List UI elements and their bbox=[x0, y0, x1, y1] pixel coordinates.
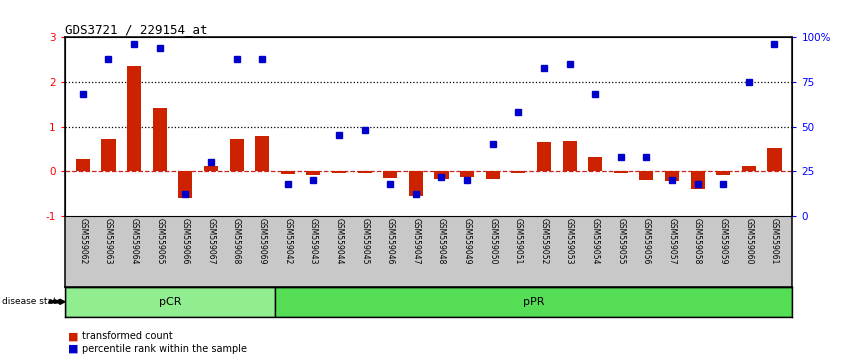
Bar bbox=[101, 139, 115, 171]
Text: GSM559060: GSM559060 bbox=[745, 218, 753, 264]
Bar bbox=[639, 171, 654, 180]
Text: GSM559045: GSM559045 bbox=[360, 218, 369, 264]
Text: GSM559062: GSM559062 bbox=[79, 218, 87, 264]
Bar bbox=[178, 171, 192, 198]
Bar bbox=[127, 66, 141, 171]
Text: GSM559063: GSM559063 bbox=[104, 218, 113, 264]
Text: ■: ■ bbox=[68, 331, 78, 341]
Bar bbox=[229, 139, 243, 171]
Bar bbox=[76, 159, 90, 171]
Text: GSM559044: GSM559044 bbox=[334, 218, 344, 264]
Text: percentile rank within the sample: percentile rank within the sample bbox=[82, 344, 248, 354]
Text: pCR: pCR bbox=[158, 297, 181, 307]
Text: GSM559068: GSM559068 bbox=[232, 218, 241, 264]
Bar bbox=[281, 171, 294, 175]
Text: GSM559056: GSM559056 bbox=[642, 218, 651, 264]
Bar bbox=[435, 171, 449, 179]
Bar bbox=[255, 136, 269, 171]
Text: GSM559047: GSM559047 bbox=[411, 218, 420, 264]
Text: GSM559050: GSM559050 bbox=[488, 218, 497, 264]
Text: GSM559064: GSM559064 bbox=[130, 218, 139, 264]
Bar bbox=[460, 171, 475, 177]
Text: ■: ■ bbox=[68, 344, 78, 354]
Bar bbox=[152, 108, 167, 171]
Bar bbox=[358, 171, 372, 173]
Text: GSM559069: GSM559069 bbox=[258, 218, 267, 264]
Text: transformed count: transformed count bbox=[82, 331, 173, 341]
Bar bbox=[537, 142, 551, 171]
Bar bbox=[767, 148, 781, 171]
Text: GSM559067: GSM559067 bbox=[206, 218, 216, 264]
Text: GSM559061: GSM559061 bbox=[770, 218, 779, 264]
Text: GDS3721 / 229154_at: GDS3721 / 229154_at bbox=[65, 23, 208, 36]
Bar bbox=[307, 171, 320, 175]
Text: disease state: disease state bbox=[2, 297, 62, 306]
Bar bbox=[665, 171, 679, 181]
Bar bbox=[614, 171, 628, 173]
Bar bbox=[275, 287, 792, 317]
Text: GSM559055: GSM559055 bbox=[617, 218, 625, 264]
Bar bbox=[563, 141, 577, 171]
Bar bbox=[486, 171, 500, 179]
Text: GSM559053: GSM559053 bbox=[565, 218, 574, 264]
Bar bbox=[511, 171, 526, 173]
Bar bbox=[383, 171, 397, 178]
Bar bbox=[742, 166, 756, 171]
Bar bbox=[332, 171, 346, 173]
Text: GSM559042: GSM559042 bbox=[283, 218, 293, 264]
Text: GSM559051: GSM559051 bbox=[514, 218, 523, 264]
Bar bbox=[409, 171, 423, 196]
Text: GSM559059: GSM559059 bbox=[719, 218, 727, 264]
Text: GSM559049: GSM559049 bbox=[462, 218, 472, 264]
Text: GSM559054: GSM559054 bbox=[591, 218, 599, 264]
Text: GSM559052: GSM559052 bbox=[540, 218, 548, 264]
Bar bbox=[716, 171, 730, 175]
Text: GSM559043: GSM559043 bbox=[309, 218, 318, 264]
Bar bbox=[588, 157, 602, 171]
Text: GSM559057: GSM559057 bbox=[668, 218, 676, 264]
Text: pPR: pPR bbox=[523, 297, 545, 307]
Bar bbox=[690, 171, 705, 189]
Text: GSM559048: GSM559048 bbox=[437, 218, 446, 264]
Text: GSM559066: GSM559066 bbox=[181, 218, 190, 264]
Text: GSM559058: GSM559058 bbox=[693, 218, 702, 264]
Text: GSM559065: GSM559065 bbox=[155, 218, 165, 264]
Bar bbox=[204, 166, 218, 171]
Bar bbox=[65, 287, 275, 317]
Text: GSM559046: GSM559046 bbox=[385, 218, 395, 264]
